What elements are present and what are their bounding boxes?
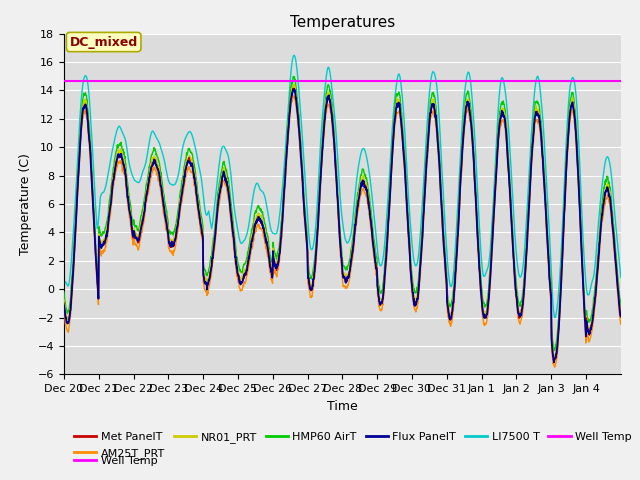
Y-axis label: Temperature (C): Temperature (C) — [19, 153, 32, 255]
X-axis label: Time: Time — [327, 400, 358, 413]
Legend: Well Temp: Well Temp — [70, 452, 162, 470]
Text: DC_mixed: DC_mixed — [70, 36, 138, 48]
Title: Temperatures: Temperatures — [290, 15, 395, 30]
